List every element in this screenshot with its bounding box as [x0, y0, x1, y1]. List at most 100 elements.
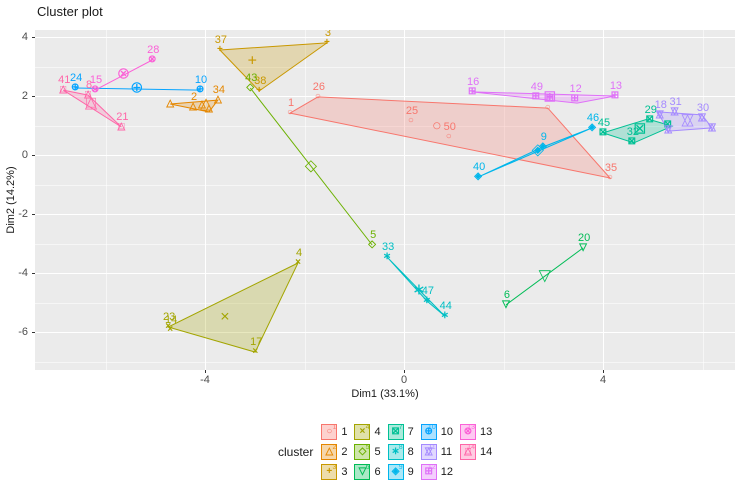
marker-glyph: □ [86, 94, 96, 112]
legend-key: ⊕ 10 [420, 424, 437, 440]
point-label: 1 [288, 97, 295, 110]
legend-item-label: 14 [479, 446, 493, 458]
point-label: 29 [644, 103, 657, 116]
marker-glyph: △ [84, 88, 92, 100]
legend-key-number: 9 [398, 464, 403, 471]
legend-key: ◇ 5 [354, 444, 371, 460]
cluster-hull [75, 87, 201, 91]
grid-line [35, 273, 735, 274]
legend-item: △ 2 2 [321, 444, 347, 460]
legend-item-label: 11 [440, 446, 453, 458]
marker-glyph: ▽ [670, 105, 679, 117]
marker-glyph: ○ [314, 90, 321, 102]
legend-item-label: 9 [407, 466, 414, 478]
marker-glyph: ▽ [708, 121, 716, 133]
legend-item: ⊕ 10 10 [420, 424, 453, 440]
x-tick-mark [205, 370, 206, 373]
marker-glyph: ◇ [358, 445, 367, 457]
grid-line [404, 30, 405, 370]
cluster-hull [505, 247, 584, 306]
legend-item-label: 12 [440, 466, 453, 478]
legend-key: △ ▽ 11 [420, 444, 437, 460]
grid-line [35, 125, 735, 127]
marker-glyph: △ [424, 445, 433, 457]
point-label: 47 [421, 285, 434, 298]
marker-glyph: ▽ [579, 241, 587, 253]
legend-key-number: 8 [398, 444, 403, 451]
point-label: 24 [70, 72, 83, 85]
marker-glyph: + [247, 52, 257, 70]
legend-key: ◈ 9 [387, 464, 404, 480]
legend-key: ○ 1 [321, 424, 338, 440]
grid-line [105, 30, 107, 370]
point-label: 32 [626, 126, 639, 139]
marker-glyph: ⊗ [90, 83, 100, 95]
x-tick-mark [404, 370, 405, 373]
point-label: 31 [669, 95, 682, 108]
marker-glyph: ⊠ [627, 135, 637, 147]
legend-item: × 4 4 [354, 424, 381, 440]
marker-glyph: ⊠ [645, 113, 654, 125]
point-label: 50 [443, 121, 456, 133]
marker-glyph: × [167, 323, 174, 335]
marker-glyph: ⊕ [424, 425, 433, 437]
point-label: 21 [116, 110, 129, 123]
grid-line [35, 96, 735, 97]
marker-glyph: × [165, 320, 172, 332]
legend-key: △ 2 [321, 444, 338, 460]
y-tick-mark [32, 273, 35, 274]
legend-item: +3 3 [321, 464, 347, 480]
legend-key-number: 6 [365, 464, 370, 471]
point-label: 4 [295, 246, 303, 259]
legend-item-label: 2 [341, 446, 348, 458]
marker-glyph: ∗ [382, 250, 392, 262]
y-tick-mark [32, 214, 35, 215]
legend-key: □ △ 14 [459, 444, 476, 460]
x-tick-mark [603, 370, 604, 373]
marker-glyph: △ [117, 120, 126, 132]
marker-glyph: ◈ [531, 141, 544, 159]
marker-glyph: ⊠ [598, 126, 608, 138]
marker-glyph: □ [464, 445, 471, 457]
legend-key-number: 2 [332, 444, 337, 451]
legend: cluster ○ 1 1 △ 2 2 +3 3 × 4 4 ◇ 5 5 ▽ 6 6 ⊠ 7 7 ∗ 8 8 ◈ 9 9 ⊕ 10 10… [278, 424, 492, 480]
marker-glyph: □ [118, 120, 125, 132]
grid-line [35, 302, 735, 304]
marker-glyph: ∗ [440, 309, 449, 321]
marker-glyph: × [252, 345, 259, 357]
point-label: 40 [473, 161, 486, 174]
cluster-hull [249, 87, 373, 246]
marker-glyph: ⊞ [531, 90, 541, 102]
marker-glyph: △ [325, 445, 334, 457]
marker-glyph: ○ [407, 114, 414, 126]
cluster-hull [472, 91, 615, 104]
marker-glyph: △ [189, 100, 197, 112]
marker-glyph: ▽ [538, 267, 551, 285]
point-label: 30 [696, 102, 710, 115]
marker-glyph: ⊠ [663, 118, 672, 130]
y-tick-label: -2 [18, 208, 28, 220]
cluster-hull [94, 59, 153, 91]
grid-line [35, 184, 735, 186]
marker-glyph: × [295, 256, 301, 268]
legend-key-number: 3 [332, 464, 337, 471]
point-label: 23 [163, 310, 176, 323]
marker-glyph: ◇ [368, 238, 377, 250]
marker-glyph: ⊕ [130, 79, 144, 97]
marker-glyph: △ [214, 93, 222, 105]
marker-glyph: ⊠ [391, 425, 400, 437]
point-label: 18 [654, 98, 667, 111]
cluster-hull [62, 89, 122, 128]
grid-line [304, 30, 306, 370]
marker-glyph: ▽ [655, 108, 664, 120]
legend-item-label: 3 [341, 466, 348, 478]
y-tick-label: 0 [21, 149, 28, 161]
marker-glyph: ⊗ [148, 53, 157, 65]
legend-key-number: 14 [467, 444, 475, 451]
grid-line [35, 37, 735, 38]
point-label: 2 [190, 90, 198, 103]
marker-glyph: ∗ [391, 445, 400, 457]
marker-glyph: × [220, 308, 230, 326]
marker-glyph: ⊞ [570, 92, 579, 104]
